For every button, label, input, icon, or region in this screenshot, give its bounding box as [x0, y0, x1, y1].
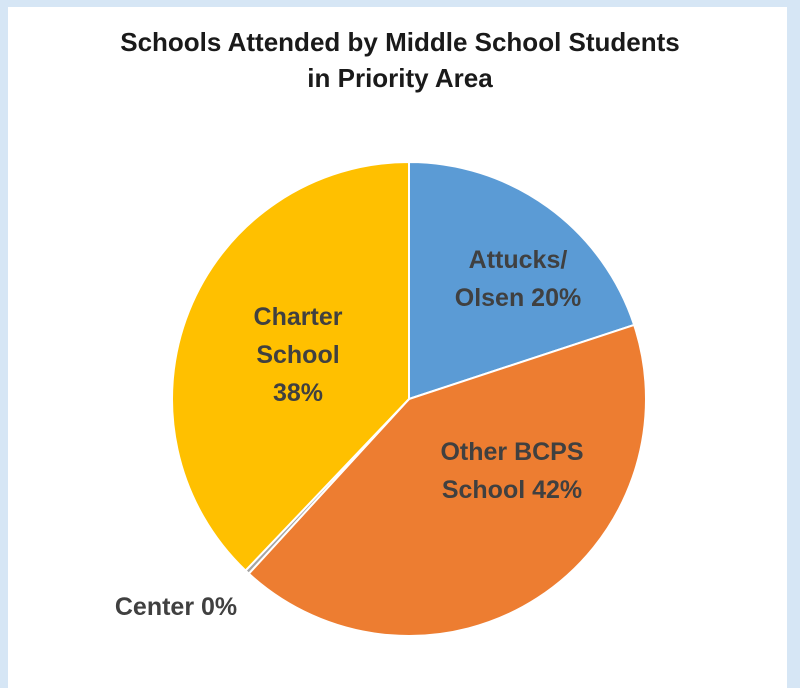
chart-title-line-1: Schools Attended by Middle School Studen… [120, 27, 680, 57]
slice-label-attucks-olsen: Attucks/Olsen 20% [455, 246, 581, 312]
slice-label-line: Olsen 20% [455, 284, 581, 312]
slice-label-line: Center 0% [115, 593, 237, 621]
chart-title: Schools Attended by Middle School Studen… [0, 24, 800, 96]
slice-label-line: 38% [273, 379, 323, 407]
slice-label-line: Attucks/ [469, 246, 568, 274]
chart-title-line-2: in Priority Area [307, 63, 493, 93]
slice-label-other-bcps-school: Other BCPS School 42% [440, 438, 583, 504]
pie-slice-attucks-olsen [408, 161, 636, 400]
slice-label-line: School [256, 341, 339, 369]
pie-slice-charter-school [171, 161, 410, 572]
slice-label-line: Charter [254, 303, 343, 331]
pie-slice-other-bcps-school [247, 323, 647, 637]
slice-label-center: Center 0% [115, 593, 237, 621]
slice-label-charter-school: Charter School 38% [254, 303, 343, 407]
slice-label-line: School 42% [442, 476, 582, 504]
slice-label-line: Other BCPS [440, 438, 583, 466]
